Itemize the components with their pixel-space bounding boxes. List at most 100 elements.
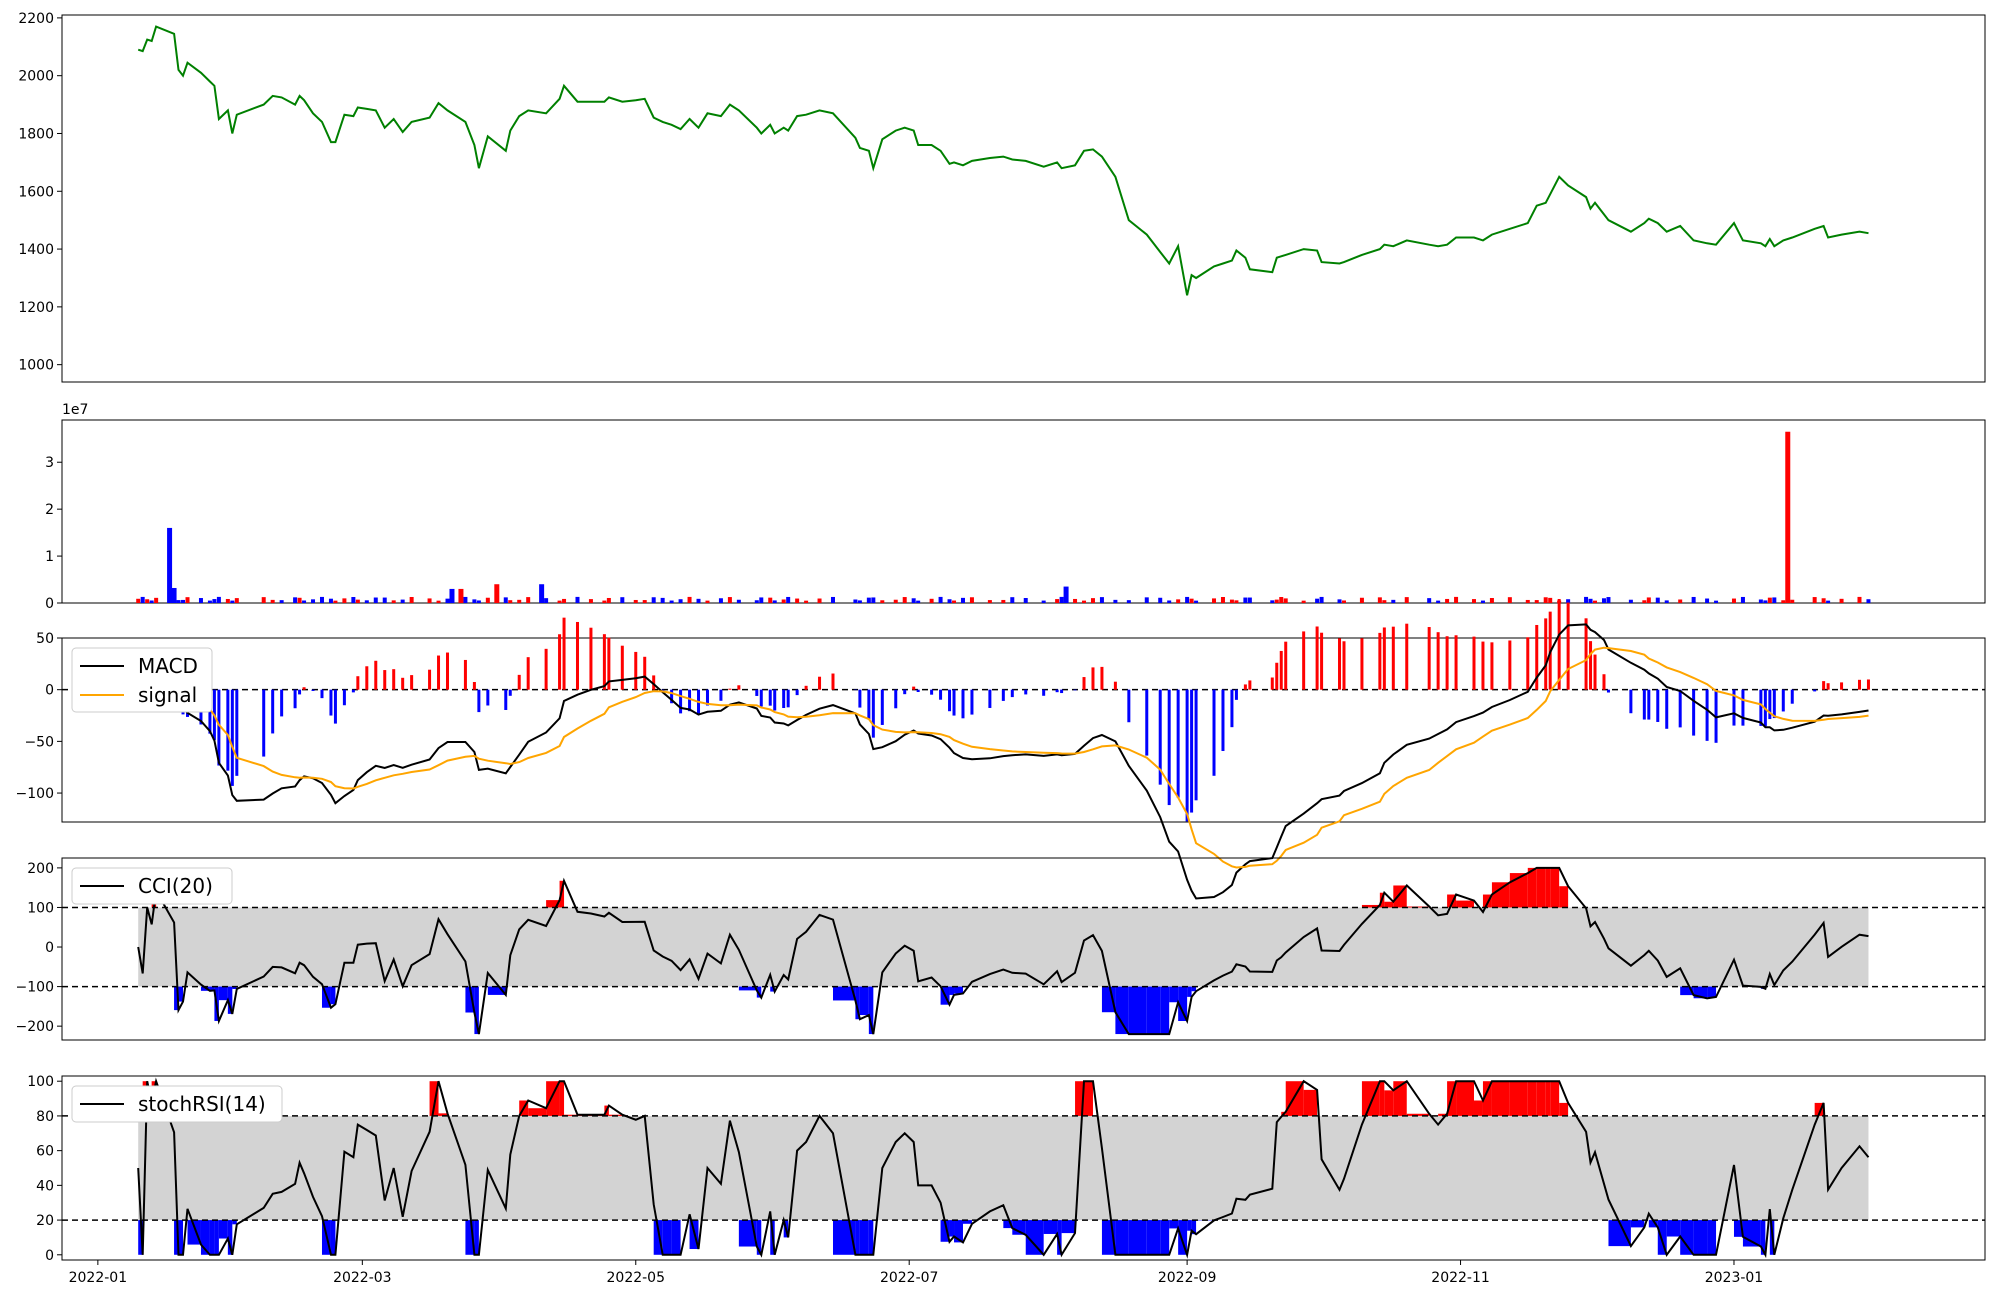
macd-hist-bar	[688, 689, 692, 712]
volume-bar	[606, 597, 611, 603]
macd-hist-bar	[867, 689, 871, 720]
legend-macd-label: MACD	[138, 654, 198, 678]
under-fill	[1693, 1220, 1708, 1255]
volume-bar	[1220, 597, 1225, 603]
over-fill	[564, 1114, 578, 1116]
volume-bar	[620, 597, 625, 603]
under-fill	[465, 1220, 475, 1255]
macd-hist-bar	[517, 674, 521, 690]
macd-hist-bar	[1732, 689, 1736, 726]
under-fill	[1707, 1220, 1717, 1255]
volume-bar	[154, 597, 159, 603]
x-tick-label: 2023-01	[1705, 1270, 1764, 1286]
y-tick-label: 1800	[18, 126, 54, 142]
x-tick-label: 2022-01	[69, 1270, 128, 1286]
volume-bar	[400, 599, 405, 603]
under-fill	[227, 986, 233, 1014]
volume-bar	[911, 598, 916, 603]
under-fill	[1680, 986, 1694, 996]
macd-hist-bar	[1082, 677, 1086, 690]
volume-bar	[1471, 599, 1476, 603]
over-fill	[1527, 867, 1537, 908]
over-fill	[1361, 904, 1380, 908]
volume-bar	[1436, 600, 1441, 603]
macd-hist-bar	[1248, 680, 1252, 690]
volume-bar	[1382, 600, 1387, 603]
volume-bar	[557, 600, 562, 603]
volume-bar	[772, 600, 777, 603]
macd-hist-bar	[1001, 689, 1005, 701]
volume-bar	[136, 598, 141, 603]
volume-bar	[1866, 599, 1871, 603]
macd-hist-bar	[374, 660, 378, 690]
macd-hist-bar	[1647, 689, 1651, 720]
macd-hist-bar	[280, 689, 284, 717]
under-fill	[859, 986, 869, 1016]
volume-bar	[651, 597, 656, 603]
volume-bar	[409, 596, 414, 603]
volume-bar	[1194, 600, 1199, 603]
macd-hist-bar	[1692, 689, 1696, 736]
macd-hist-bar	[1230, 689, 1234, 728]
volume-bar	[857, 600, 862, 603]
macd-hist-bar	[620, 645, 624, 690]
under-fill	[1025, 1220, 1044, 1255]
macd-hist-bar	[1158, 689, 1162, 785]
macd-hist-bar	[1544, 618, 1548, 690]
under-fill	[1187, 986, 1192, 997]
volume-bar	[1359, 597, 1364, 603]
under-fill	[1128, 1220, 1147, 1255]
under-fill	[487, 986, 506, 995]
under-fill	[1657, 1220, 1667, 1255]
volume-bar	[1740, 596, 1745, 603]
macd-hist-bar	[1145, 689, 1149, 756]
macd-hist-bar	[1781, 689, 1785, 712]
under-fill	[174, 986, 179, 1011]
macd-hist-bar	[939, 689, 943, 700]
macd-hist-bar	[1342, 641, 1346, 690]
macd-hist-bar	[607, 637, 611, 690]
volume-bar	[328, 598, 333, 603]
y-tick-label: 0	[45, 1248, 54, 1264]
macd-hist-bar	[652, 675, 656, 690]
volume-bar	[1010, 597, 1015, 603]
volume-bar	[391, 600, 396, 603]
volume-bar	[503, 597, 508, 603]
macd-hist-bar	[634, 651, 638, 690]
macd-hist-bar	[1526, 637, 1530, 690]
macd-hist-bar	[679, 689, 683, 714]
macd-hist-bar	[1221, 689, 1225, 751]
macd-hist-bar	[356, 676, 360, 690]
volume-bar	[1758, 599, 1763, 603]
volume-bar	[987, 600, 992, 603]
x-tick-label: 2022-05	[607, 1270, 666, 1286]
volume-bar	[1839, 598, 1844, 603]
volume-bar	[1714, 600, 1719, 603]
macd-hist-bar	[1243, 684, 1247, 690]
over-fill	[1536, 867, 1546, 908]
macd-hist-bar	[1678, 689, 1682, 728]
volume-bar	[916, 600, 921, 603]
macd-hist-bar	[365, 666, 369, 690]
volume-bar	[449, 588, 455, 603]
volume-bar	[1337, 599, 1342, 603]
macd-hist-bar	[1840, 682, 1844, 690]
macd-hist-bar	[526, 657, 530, 690]
over-fill	[438, 1113, 448, 1116]
under-fill	[954, 986, 963, 994]
volume-bar	[458, 588, 464, 603]
volume-bar	[1705, 598, 1710, 603]
y-tick-label: 1	[45, 549, 54, 565]
under-fill	[1680, 1220, 1694, 1255]
macd-hist-bar	[1629, 689, 1633, 714]
volume-bar	[198, 598, 203, 603]
under-fill	[200, 1220, 210, 1255]
macd-hist-bar	[1320, 632, 1324, 690]
macd-hist-bar	[1212, 689, 1216, 776]
volume-bar	[351, 597, 356, 603]
over-fill	[1536, 1081, 1546, 1116]
legend-box	[71, 867, 233, 905]
volume-bar	[786, 596, 791, 603]
under-fill	[209, 1220, 215, 1255]
macd-hist-bar	[342, 689, 346, 706]
